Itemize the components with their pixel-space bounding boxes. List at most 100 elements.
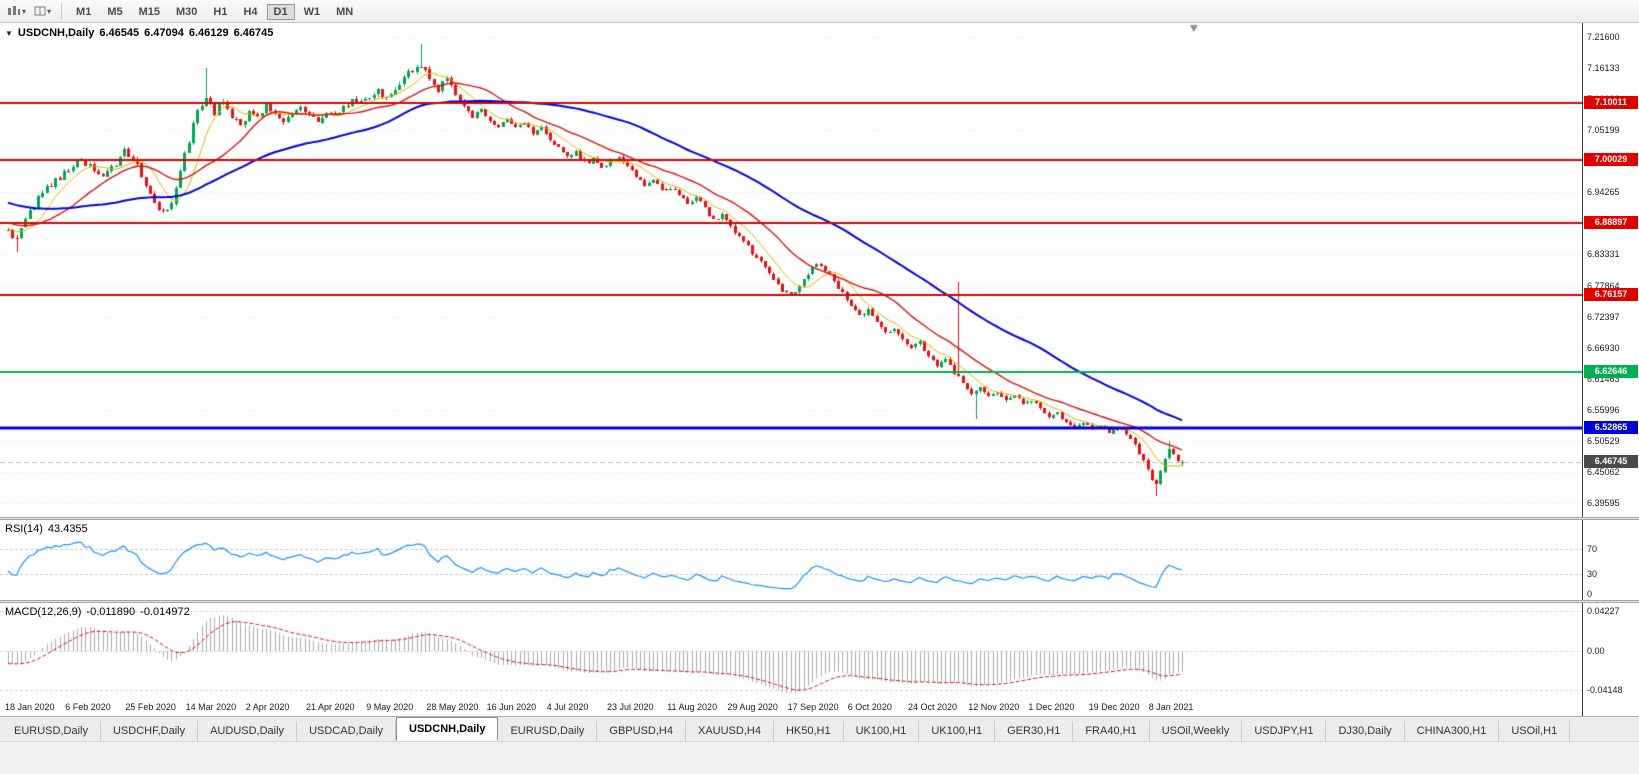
timeframe-button-m1[interactable]: M1 [76, 6, 92, 18]
level-price-badge: 6.62646 [1584, 365, 1638, 378]
chart-tab-bar: EURUSD,Daily USDCHF,Daily AUDUSD,Daily USDC… [0, 716, 1639, 741]
macd-indicator-canvas[interactable] [0, 603, 1582, 698]
level-price-badge: 6.88897 [1584, 215, 1638, 229]
chart-tab-usdjpy-h1[interactable]: USDJPY,H1 [1242, 721, 1327, 741]
chart-title: ▼ USDCNH,Daily 6.46545 6.47094 6.46129 6… [5, 27, 273, 39]
chart-tab-xauusd-h4[interactable]: XAUUSD,H4 [686, 721, 774, 741]
current-price-badge: 6.46745 [1584, 455, 1638, 469]
macd-level-label: -0.04148 [1587, 685, 1623, 696]
date-tick-label: 1 Dec 2020 [1028, 702, 1075, 712]
rsi-value: 43.4355 [47, 523, 88, 535]
chart-tab-uk100-h1[interactable]: UK100,H1 [844, 721, 920, 741]
date-tick-label: 4 Jul 2020 [546, 702, 589, 712]
chart-type-icon[interactable]: ▾ [5, 4, 28, 18]
level-price-badge: 6.76157 [1584, 288, 1638, 302]
date-tick-label: 16 Jun 2020 [486, 702, 537, 712]
date-tick-label: 14 Mar 2020 [185, 702, 237, 712]
timeframe-button-m5[interactable]: M5 [107, 6, 123, 18]
macd-name: MACD(12,26,9) [5, 606, 82, 618]
timeframe-button-h1[interactable]: H1 [213, 6, 228, 18]
date-tick-label: 28 May 2020 [426, 702, 479, 712]
chevron-down-icon: ▾ [22, 6, 27, 16]
date-tick-label: 17 Sep 2020 [787, 702, 839, 712]
candlestick-chart-icon [8, 6, 20, 15]
open-value: 6.46545 [99, 27, 140, 39]
timeframe-button-m15[interactable]: M15 [138, 6, 160, 18]
chart-tab-china300-h1[interactable]: CHINA300,H1 [1405, 721, 1500, 741]
chart-tab-dj30-daily[interactable]: DJ30,Daily [1326, 721, 1405, 741]
date-tick-label: 8 Jan 2021 [1148, 702, 1194, 712]
price-tick: 6.61463 [1587, 373, 1620, 384]
rsi-name: RSI(14) [5, 523, 43, 535]
price-tick: 6.94265 [1587, 187, 1620, 198]
price-tick: 7.21600 [1587, 32, 1620, 42]
timeframe-button-group: M1 M5 M15 M30 H1 H4 D1 W1 MN [68, 2, 361, 20]
macd-signal-value: -0.014972 [140, 606, 190, 618]
date-tick-label: 6 Feb 2020 [65, 702, 111, 712]
date-tick-label: 24 Oct 2020 [908, 702, 958, 712]
rsi-level-label: 30 [1587, 569, 1598, 580]
chart-tab-usdcnh-daily[interactable]: USDCNH,Daily [396, 717, 499, 741]
symbol-period-label: USDCNH,Daily [17, 27, 95, 39]
chart-menu-icon[interactable]: ▼ [5, 28, 13, 38]
chart-tab-audusd-daily[interactable]: AUDUSD,Daily [198, 721, 298, 741]
date-tick-label: 29 Aug 2020 [727, 702, 778, 712]
date-tick-label: 21 Apr 2020 [306, 702, 355, 712]
macd-pane-splitter[interactable] [0, 600, 1639, 603]
chart-tab-eurusd-daily[interactable]: EURUSD,Daily [2, 721, 101, 741]
chart-tab-hk50-h1[interactable]: HK50,H1 [774, 721, 844, 741]
date-tick-label: 18 Jan 2020 [5, 702, 55, 712]
chart-tab-ger30-h1[interactable]: GER30,H1 [995, 721, 1074, 741]
level-price-badge: 6.52865 [1584, 420, 1638, 434]
chart-tab-usoil-h1[interactable]: USOil,H1 [1499, 721, 1571, 741]
date-tick-label: 19 Dec 2020 [1088, 702, 1140, 712]
close-value: 6.46745 [233, 27, 274, 39]
price-tick: 6.72397 [1587, 311, 1620, 322]
grid-icon [34, 6, 46, 16]
chart-tab-usdchf-daily[interactable]: USDCHF,Daily [101, 721, 199, 741]
level-price-badge: 7.00029 [1584, 152, 1638, 166]
chart-tab-uk100-h1[interactable]: UK100,H1 [919, 721, 996, 741]
timeframe-button-w1[interactable]: W1 [303, 6, 321, 18]
price-tick: 6.45062 [1587, 466, 1620, 477]
price-tick: 6.83331 [1587, 249, 1620, 260]
timeframe-button-d1[interactable]: D1 [266, 4, 295, 20]
chart-tab-eurusd-daily[interactable]: EURUSD,Daily [498, 721, 598, 741]
chart-tab-gbpusd-h4[interactable]: GBPUSD,H4 [597, 721, 686, 741]
price-axis[interactable]: 7.216007.161337.106667.051996.997326.942… [1582, 23, 1639, 716]
chart-window: ▼ USDCNH,Daily 6.46545 6.47094 6.46129 6… [0, 23, 1639, 716]
price-tick: 6.50529 [1587, 435, 1620, 446]
chart-tab-usdcad-daily[interactable]: USDCAD,Daily [297, 721, 397, 741]
level-price-badge: 7.10011 [1584, 95, 1638, 109]
toolbar-separator [61, 3, 63, 19]
price-tick: 7.05199 [1587, 125, 1620, 136]
price-tick: 6.39595 [1587, 498, 1620, 508]
rsi-label: RSI(14) 43.4355 [5, 523, 88, 535]
chart-tab-usoil-weekly[interactable]: USOil,Weekly [1150, 721, 1243, 741]
date-tick-label: 9 May 2020 [366, 702, 414, 712]
rsi-pane-splitter[interactable] [0, 517, 1639, 520]
low-value: 6.46129 [188, 27, 229, 39]
rsi-level-label: 0 [1587, 588, 1593, 599]
chart-template-icon[interactable]: ▾ [32, 4, 53, 18]
top-toolbar: ▾ ▾ M1 M5 M15 M30 H1 H4 D1 W1 MN [0, 0, 1639, 23]
date-tick-label: 2 Apr 2020 [245, 702, 290, 712]
macd-level-label: 0.04227 [1587, 606, 1620, 617]
status-bar [0, 741, 1639, 774]
price-tick: 6.55996 [1587, 404, 1620, 415]
timeframe-button-mn[interactable]: MN [336, 6, 354, 18]
rsi-indicator-canvas[interactable] [0, 520, 1582, 600]
chart-tab-fra40-h1[interactable]: FRA40,H1 [1073, 721, 1150, 741]
date-tick-label: 11 Aug 2020 [667, 702, 718, 712]
price-tick: 6.66930 [1587, 342, 1620, 353]
price-tick: 6.77864 [1587, 280, 1620, 291]
high-value: 6.47094 [144, 27, 184, 39]
date-axis[interactable]: 18 Jan 2020 6 Feb 2020 25 Feb 2020 14 Mar 2… [0, 698, 1582, 716]
timeframe-button-h4[interactable]: H4 [243, 6, 258, 18]
main-chart-canvas[interactable] [0, 23, 1582, 517]
timeframe-button-m30[interactable]: M30 [176, 6, 198, 18]
macd-level-label: 0.00 [1587, 646, 1605, 657]
macd-main-value: -0.011890 [86, 606, 136, 618]
macd-label: MACD(12,26,9) -0.011890 -0.014972 [5, 606, 190, 618]
price-tick: 7.16133 [1587, 63, 1620, 74]
